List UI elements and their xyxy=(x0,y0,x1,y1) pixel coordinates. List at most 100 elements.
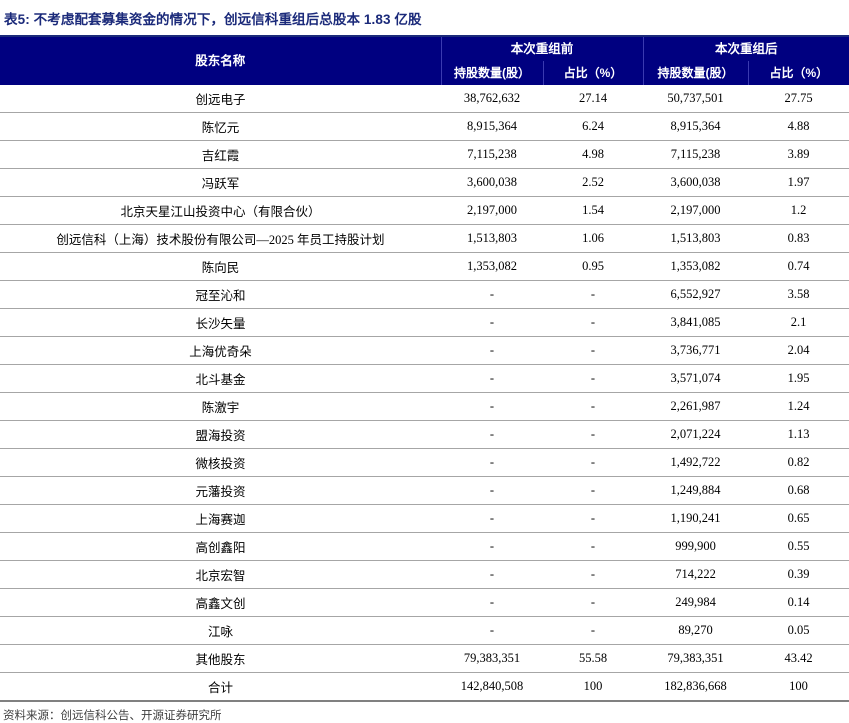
cell-pre-percent: 1.54 xyxy=(543,196,644,225)
table-row: 冯跃军 3,600,038 2.52 3,600,038 1.97 xyxy=(0,168,849,197)
cell-post-shares: 3,571,074 xyxy=(643,364,749,393)
cell-pre-shares: 2,197,000 xyxy=(441,196,543,225)
cell-pre-shares: - xyxy=(441,336,543,365)
table-row: 江咏 - -89,270 0.05 xyxy=(0,616,849,645)
cell-post-percent: 0.55 xyxy=(748,532,849,561)
cell-post-shares: 2,261,987 xyxy=(643,392,749,421)
cell-post-percent: 0.83 xyxy=(748,224,849,253)
cell-post-shares: 79,383,351 xyxy=(643,644,749,673)
cell-post-percent: 0.05 xyxy=(748,616,849,645)
table-row: 长沙矢量 - -3,841,085 2.1 xyxy=(0,308,849,337)
cell-pre-shares: 3,600,038 xyxy=(441,168,543,197)
table-row: 北斗基金 - -3,571,074 1.95 xyxy=(0,364,849,393)
column-header-shareholder-name: 股东名称 xyxy=(0,36,441,85)
table-row: 北京天星江山投资中心（有限合伙） 2,197,000 1.54 2,197,000 1.… xyxy=(0,196,849,225)
source-note: 资料来源：创远信科公告、开源证券研究所 xyxy=(3,710,222,722)
cell-post-shares: 89,270 xyxy=(643,616,749,645)
cell-pre-percent: 4.98 xyxy=(543,140,644,169)
cell-shareholder-name: 北斗基金 xyxy=(0,364,441,393)
cell-pre-percent: - xyxy=(543,504,644,533)
table-row: 其他股东 79,383,351 55.58 79,383,351 43.42 xyxy=(0,644,849,673)
cell-pre-percent: - xyxy=(543,420,644,449)
cell-shareholder-name: 陈向民 xyxy=(0,252,441,281)
cell-post-percent: 0.65 xyxy=(748,504,849,533)
cell-post-percent: 0.39 xyxy=(748,560,849,589)
cell-shareholder-name: 吉红霞 xyxy=(0,140,441,169)
cell-pre-shares: - xyxy=(441,588,543,617)
cell-pre-shares: - xyxy=(441,364,543,393)
cell-pre-percent: 55.58 xyxy=(543,644,644,673)
cell-shareholder-name: 高创鑫阳 xyxy=(0,532,441,561)
table-row: 上海赛迦 - -1,190,241 0.65 xyxy=(0,504,849,533)
table-row: 盟海投资 - -2,071,224 1.13 xyxy=(0,420,849,449)
cell-shareholder-name: 上海优奇朵 xyxy=(0,336,441,365)
cell-pre-percent: 27.14 xyxy=(543,85,644,113)
table-body: 创远电子 38,762,632 27.14 50,737,501 27.75 陈忆元 8,9… xyxy=(0,85,849,702)
cell-pre-percent: - xyxy=(543,364,644,393)
cell-post-shares: 2,071,224 xyxy=(643,420,749,449)
cell-post-shares: 2,197,000 xyxy=(643,196,749,225)
table-row: 吉红霞 7,115,238 4.98 7,115,238 3.89 xyxy=(0,140,849,169)
column-header-pre-shares: 持股数量(股） xyxy=(440,61,543,85)
table-figure-page: 表5: 不考虑配套募集资金的情况下，创远信科重组后总股本 1.83 亿股 股东名… xyxy=(0,12,849,722)
cell-pre-percent: - xyxy=(543,392,644,421)
figure-title: 表5: 不考虑配套募集资金的情况下，创远信科重组后总股本 1.83 亿股 xyxy=(4,12,422,27)
cell-post-shares: 1,492,722 xyxy=(643,448,749,477)
table-row: 上海优奇朵 - -3,736,771 2.04 xyxy=(0,336,849,365)
cell-post-shares: 3,600,038 xyxy=(643,168,749,197)
cell-post-percent: 1.97 xyxy=(748,168,849,197)
cell-post-shares: 714,222 xyxy=(643,560,749,589)
cell-shareholder-name: 冠至沁和 xyxy=(0,280,441,309)
cell-post-percent: 0.68 xyxy=(748,476,849,505)
cell-pre-percent: - xyxy=(543,336,644,365)
cell-pre-percent: 6.24 xyxy=(543,112,644,141)
table-row: 北京宏智 - -714,222 0.39 xyxy=(0,560,849,589)
cell-shareholder-name: 上海赛迦 xyxy=(0,504,441,533)
cell-shareholder-name: 盟海投资 xyxy=(0,420,441,449)
cell-pre-shares: 8,915,364 xyxy=(441,112,543,141)
column-group-header-before: 本次重组前 xyxy=(440,36,644,61)
table-row: 冠至沁和 - -6,552,927 3.58 xyxy=(0,280,849,309)
table-row: 陈激宇 - -2,261,987 1.24 xyxy=(0,392,849,421)
cell-pre-percent: 1.06 xyxy=(543,224,644,253)
cell-pre-shares: - xyxy=(441,476,543,505)
cell-pre-shares: 1,513,803 xyxy=(441,224,543,253)
cell-pre-shares: - xyxy=(441,420,543,449)
table-row: 陈向民 1,353,082 0.95 1,353,082 0.74 xyxy=(0,252,849,281)
cell-post-percent: 3.58 xyxy=(748,280,849,309)
cell-shareholder-name: 北京宏智 xyxy=(0,560,441,589)
table-row: 微核投资 - -1,492,722 0.82 xyxy=(0,448,849,477)
cell-pre-shares: 7,115,238 xyxy=(441,140,543,169)
cell-post-shares: 3,736,771 xyxy=(643,336,749,365)
cell-shareholder-name: 其他股东 xyxy=(0,644,441,673)
table-row: 高创鑫阳 - -999,900 0.55 xyxy=(0,532,849,561)
cell-pre-shares: - xyxy=(441,308,543,337)
cell-post-percent: 3.89 xyxy=(748,140,849,169)
cell-post-percent: 1.2 xyxy=(748,196,849,225)
cell-shareholder-name: 创远信科（上海）技术股份有限公司—2025 年员工持股计划 xyxy=(0,224,441,253)
cell-post-percent: 2.1 xyxy=(748,308,849,337)
cell-pre-shares: - xyxy=(441,448,543,477)
cell-pre-shares: - xyxy=(441,504,543,533)
cell-pre-shares: - xyxy=(441,560,543,589)
cell-pre-percent: - xyxy=(543,560,644,589)
cell-post-shares: 1,513,803 xyxy=(643,224,749,253)
cell-shareholder-name: 陈激宇 xyxy=(0,392,441,421)
cell-post-shares: 1,249,884 xyxy=(643,476,749,505)
cell-post-percent: 0.14 xyxy=(748,588,849,617)
cell-pre-shares: - xyxy=(441,392,543,421)
table-header-sub-row: 持股数量(股） 占比（%） 持股数量(股） 占比（%） xyxy=(0,61,849,85)
cell-pre-percent: 0.95 xyxy=(543,252,644,281)
cell-pre-percent: - xyxy=(543,280,644,309)
cell-pre-percent: - xyxy=(543,588,644,617)
cell-shareholder-name: 江咏 xyxy=(0,616,441,645)
cell-post-percent: 0.74 xyxy=(748,252,849,281)
cell-pre-shares: 1,353,082 xyxy=(441,252,543,281)
column-header-post-percent: 占比（%） xyxy=(747,61,849,85)
cell-shareholder-name: 冯跃军 xyxy=(0,168,441,197)
table-header-group-row: 股东名称 本次重组前 本次重组后 xyxy=(0,36,849,85)
cell-pre-shares: - xyxy=(441,616,543,645)
cell-post-shares: 1,353,082 xyxy=(643,252,749,281)
cell-post-shares: 8,915,364 xyxy=(643,112,749,141)
cell-post-percent: 1.13 xyxy=(748,420,849,449)
